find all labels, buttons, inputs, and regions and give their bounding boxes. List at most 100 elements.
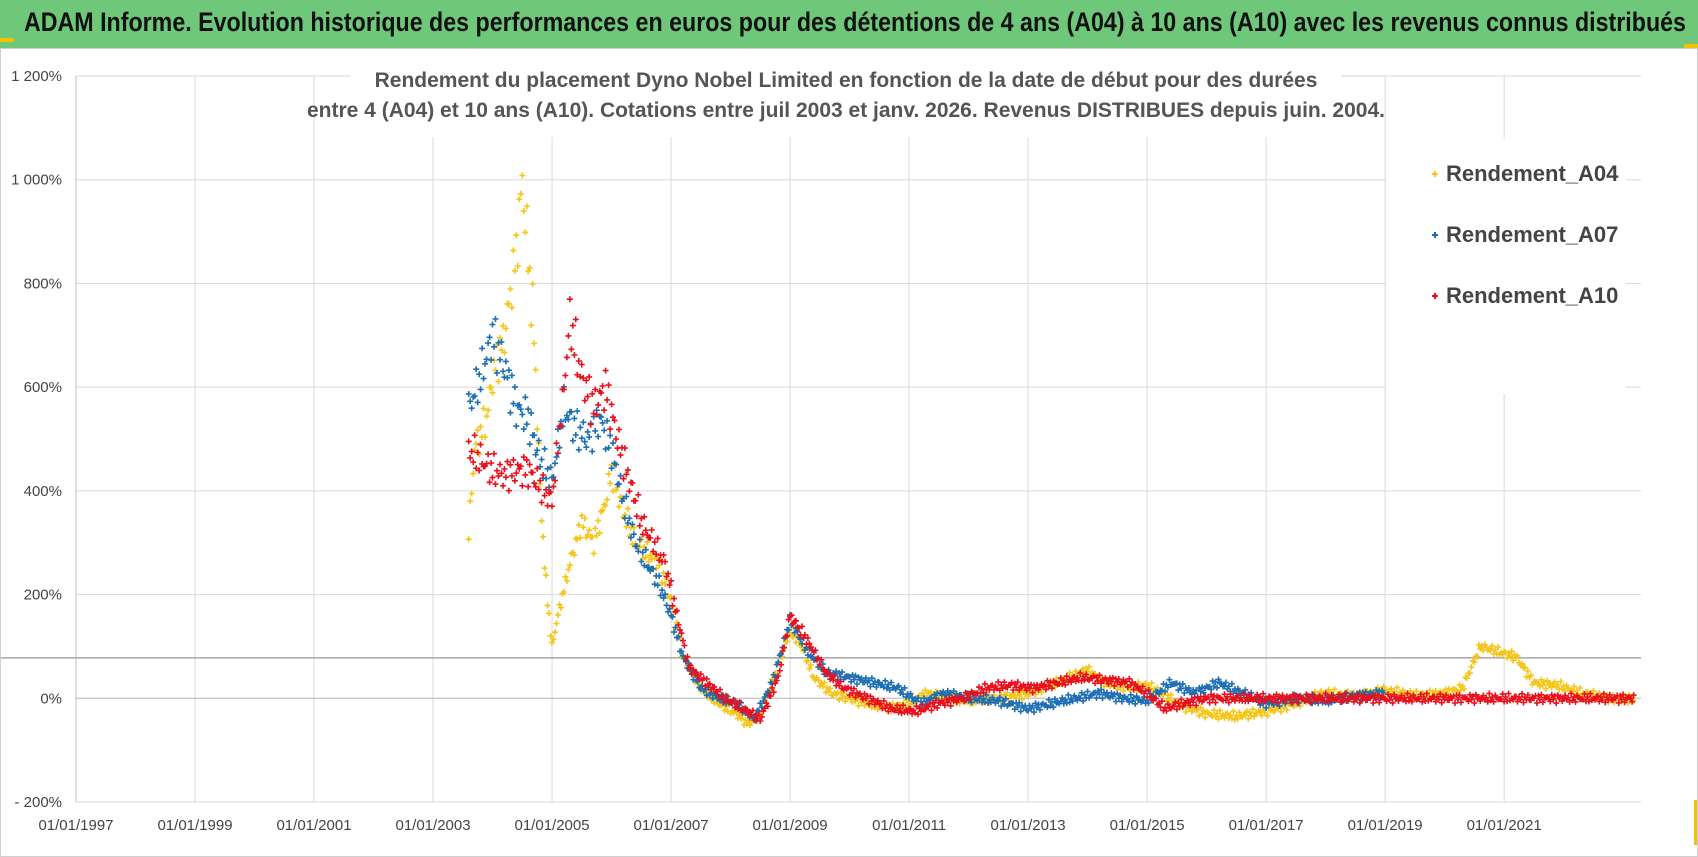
- data-point: [513, 470, 520, 477]
- data-point: [531, 480, 538, 487]
- data-point: [703, 675, 710, 682]
- data-point: [546, 610, 553, 617]
- data-point: [685, 665, 692, 672]
- data-point: [513, 232, 520, 239]
- chart-title-background: [351, 59, 1341, 137]
- data-point: [595, 433, 602, 440]
- data-point: [816, 662, 823, 668]
- data-point: [1331, 686, 1338, 693]
- data-point: [1283, 707, 1290, 713]
- data-point: [1542, 685, 1549, 692]
- data-point: [880, 697, 887, 704]
- data-point: [1557, 678, 1564, 685]
- data-point: [1524, 668, 1531, 674]
- data-point: [819, 661, 826, 668]
- y-tick-label: - 200%: [14, 794, 62, 811]
- data-point: [514, 263, 521, 269]
- data-point: [1527, 672, 1534, 679]
- data-point: [522, 471, 529, 478]
- data-point: [563, 354, 570, 361]
- data-point: [616, 426, 622, 433]
- data-point: [784, 632, 791, 639]
- data-point: [1182, 709, 1189, 715]
- data-point: [552, 477, 558, 484]
- data-point: [1227, 712, 1234, 719]
- series-Rendement_A07: [465, 316, 1387, 724]
- data-point: [702, 683, 709, 690]
- data-point: [577, 424, 584, 431]
- data-point: [968, 699, 975, 706]
- data-point: [729, 700, 736, 706]
- data-point: [602, 502, 609, 509]
- data-point: [668, 577, 675, 584]
- data-point: [488, 460, 495, 466]
- data-point: [1621, 699, 1628, 706]
- data-point: [569, 322, 576, 329]
- data-point: [526, 461, 533, 468]
- data-point: [1222, 679, 1229, 686]
- x-tick-label: 01/01/2003: [395, 817, 470, 834]
- data-point: [659, 579, 666, 586]
- data-point: [547, 464, 554, 471]
- data-point: [1159, 698, 1165, 705]
- data-point: [1452, 700, 1458, 706]
- data-point: [1096, 691, 1103, 698]
- data-point: [529, 281, 536, 287]
- data-point: [1148, 680, 1155, 687]
- data-point: [1481, 641, 1488, 648]
- data-point: [675, 633, 682, 640]
- data-point: [980, 695, 987, 702]
- data-point: [693, 669, 700, 676]
- data-point: [626, 515, 633, 522]
- data-point: [534, 447, 541, 454]
- data-point: [1162, 688, 1168, 695]
- data-point: [611, 417, 618, 424]
- data-point: [1288, 699, 1295, 706]
- data-point: [495, 473, 502, 480]
- data-point: [748, 719, 755, 726]
- data-point: [482, 434, 489, 440]
- data-point: [995, 698, 1002, 705]
- data-point: [1042, 686, 1049, 693]
- data-point: [629, 521, 636, 528]
- data-point: [537, 477, 544, 484]
- data-point: [1231, 716, 1238, 723]
- data-point: [584, 428, 591, 435]
- data-point: [684, 653, 691, 660]
- data-point: [1037, 706, 1043, 713]
- data-point: [502, 325, 509, 332]
- data-point: [1319, 694, 1326, 701]
- data-point: [779, 648, 786, 654]
- data-point: [566, 296, 573, 303]
- data-point: [1307, 699, 1314, 706]
- x-tick-label: 01/01/2021: [1467, 817, 1542, 834]
- x-tick-label: 01/01/2015: [1110, 817, 1185, 834]
- data-point: [1211, 707, 1217, 714]
- data-point: [480, 405, 487, 412]
- data-point: [1508, 648, 1515, 655]
- data-point: [1548, 691, 1555, 698]
- data-point: [467, 398, 474, 405]
- data-point: [998, 682, 1005, 689]
- data-point: [1060, 677, 1067, 684]
- data-point: [1126, 699, 1133, 706]
- data-point: [510, 400, 517, 407]
- data-point: [555, 450, 561, 457]
- data-point: [723, 692, 730, 699]
- data-point: [1120, 687, 1127, 694]
- data-point: [1200, 689, 1207, 696]
- data-point: [1505, 690, 1512, 697]
- data-point: [1401, 694, 1408, 701]
- data-point: [531, 340, 538, 347]
- data-point: [885, 708, 892, 715]
- data-point: [616, 503, 622, 510]
- data-point: [830, 677, 837, 684]
- data-point: [624, 466, 631, 473]
- data-point: [788, 612, 795, 619]
- data-point: [498, 339, 505, 345]
- data-point: [1539, 699, 1546, 706]
- data-point: [525, 268, 532, 275]
- data-point: [1187, 702, 1194, 709]
- data-point: [1322, 690, 1329, 697]
- data-point: [874, 706, 881, 713]
